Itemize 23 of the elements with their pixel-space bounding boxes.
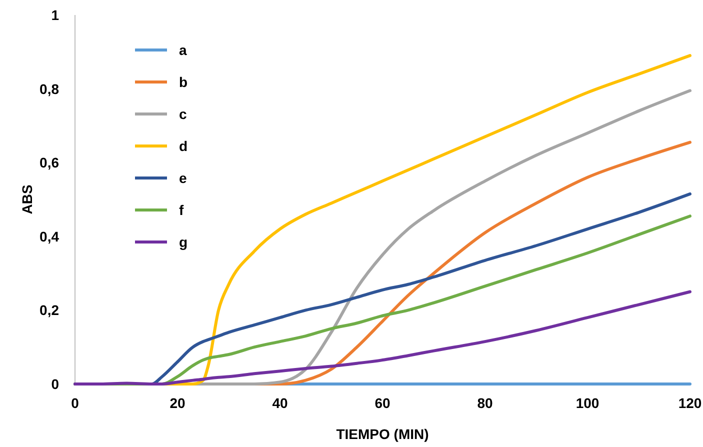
x-axis-title: TIEMPO (MIN) [336,426,429,442]
line-series [74,290,692,386]
y-tick-label: 0,8 [40,80,60,97]
x-tick-label: 80 [477,395,493,411]
y-tick-label: 0,4 [40,228,60,244]
x-tick-label: 60 [374,395,390,411]
y-axis-title: ABS [19,184,35,214]
legend-label: e [179,170,187,186]
y-tick-label: 0,2 [40,302,60,318]
y-tick-label: 1 [51,7,60,23]
x-tick-label: 40 [272,395,288,411]
legend-label: g [179,234,188,250]
x-tick-label: 120 [678,395,702,411]
legend-label: d [179,138,188,154]
y-tick-label: 0 [51,376,60,392]
x-tick-label: 20 [170,395,186,411]
legend-label: b [179,74,188,90]
y-tick-label: 0,6 [40,154,60,171]
legend-label: c [179,106,187,122]
x-tick-label: 100 [576,395,600,411]
legend-label: f [179,202,184,218]
x-tick-label: 0 [71,395,80,411]
legend-label: a [179,42,187,58]
